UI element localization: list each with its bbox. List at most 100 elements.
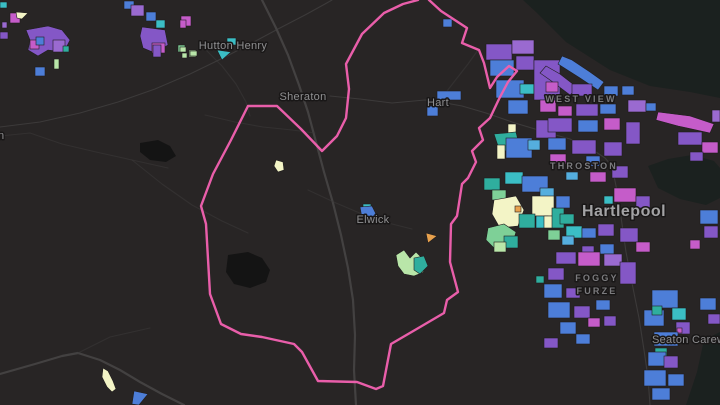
- patch: [711, 109, 720, 123]
- patch: [1, 21, 8, 29]
- patch: [514, 205, 522, 213]
- patch: [179, 46, 187, 53]
- patch: [425, 232, 438, 244]
- patch: [599, 243, 615, 255]
- patch: [595, 299, 611, 311]
- patch: [667, 373, 685, 387]
- patch: [549, 153, 567, 165]
- patch: [625, 121, 641, 145]
- patch: [34, 66, 46, 77]
- patch: [619, 261, 637, 285]
- patch: [671, 307, 687, 321]
- patch: [539, 99, 557, 113]
- patch: [597, 223, 615, 237]
- patch: [613, 187, 637, 203]
- patch: [701, 141, 719, 154]
- place-label-seaton-carew: Seaton Carew: [652, 334, 720, 346]
- patch: [699, 209, 719, 225]
- patch: [651, 387, 671, 401]
- patch: [703, 225, 719, 239]
- patch: [555, 251, 577, 265]
- patch: [571, 139, 597, 155]
- sea-north: [523, 0, 720, 98]
- patch: [226, 37, 237, 46]
- patch: [359, 205, 377, 223]
- patch: [603, 117, 621, 131]
- reservoir: [140, 140, 176, 162]
- patch: [181, 52, 188, 59]
- place-label-hart: Hart: [427, 97, 449, 109]
- patch: [15, 11, 29, 20]
- road-major-southwest: [0, 351, 186, 405]
- town-label-hartlepool: Hartlepool: [582, 203, 666, 220]
- cluster-throston: [547, 117, 641, 183]
- patch: [627, 99, 647, 113]
- patch: [571, 83, 593, 97]
- patch: [651, 305, 663, 316]
- cluster-headland: [645, 102, 720, 162]
- patch: [699, 297, 717, 311]
- place-label-sheraton: Sheraton: [279, 91, 326, 103]
- lakes: [140, 140, 270, 288]
- place-label-elwick: Elwick: [357, 214, 390, 226]
- patch: [436, 90, 462, 101]
- patch: [0, 31, 9, 40]
- patch: [643, 369, 667, 387]
- cluster-elwick: [273, 159, 438, 277]
- patch: [547, 267, 565, 281]
- sea-southeast: [686, 332, 720, 405]
- cluster-hartlepool-centre: [559, 187, 720, 325]
- patch: [53, 58, 60, 70]
- patch: [62, 45, 70, 53]
- road: [204, 114, 316, 134]
- patch: [651, 289, 679, 309]
- district-label-west-view: WEST VIEW: [545, 94, 616, 104]
- patch: [557, 55, 605, 91]
- patch: [603, 85, 619, 97]
- patch: [531, 195, 555, 217]
- patch: [0, 1, 8, 9]
- patch: [545, 81, 559, 93]
- patch: [543, 283, 563, 299]
- patch: [493, 241, 507, 253]
- patch: [561, 235, 575, 246]
- patch: [565, 287, 581, 299]
- patch: [599, 103, 617, 115]
- patch: [577, 119, 599, 133]
- patch: [707, 313, 720, 325]
- patch: [155, 19, 166, 29]
- patch: [557, 105, 573, 117]
- patch: [427, 99, 433, 105]
- patch: [547, 229, 561, 241]
- patch: [663, 355, 679, 369]
- patch: [647, 351, 667, 367]
- patch: [603, 253, 623, 267]
- district-label-foggy: FOGGY: [575, 273, 619, 283]
- patch: [559, 213, 575, 225]
- cluster-west-view-coast: [539, 55, 647, 117]
- patch: [179, 19, 187, 29]
- patch: [676, 327, 683, 334]
- patch: [547, 137, 567, 151]
- map-labels: Hutton Henry Sheraton Hart Elwick n WEST…: [0, 39, 720, 348]
- patch: [587, 317, 601, 328]
- patch: [635, 241, 651, 253]
- cluster-hutton-henry: [179, 19, 237, 61]
- patch: [689, 239, 701, 250]
- patch: [35, 36, 45, 46]
- patch: [426, 105, 439, 117]
- cluster-hart-station-suburb: [485, 39, 561, 160]
- patch: [559, 321, 577, 335]
- patch: [483, 177, 501, 191]
- district-label-furze: FURZE: [577, 286, 618, 296]
- patch: [575, 333, 591, 345]
- lake: [226, 252, 270, 288]
- road: [131, 159, 249, 234]
- patch: [131, 390, 149, 405]
- patch: [555, 195, 571, 209]
- cluster-west-park-colorful: [483, 171, 571, 253]
- cluster-seaton-carew: [643, 289, 691, 401]
- patch: [496, 144, 506, 160]
